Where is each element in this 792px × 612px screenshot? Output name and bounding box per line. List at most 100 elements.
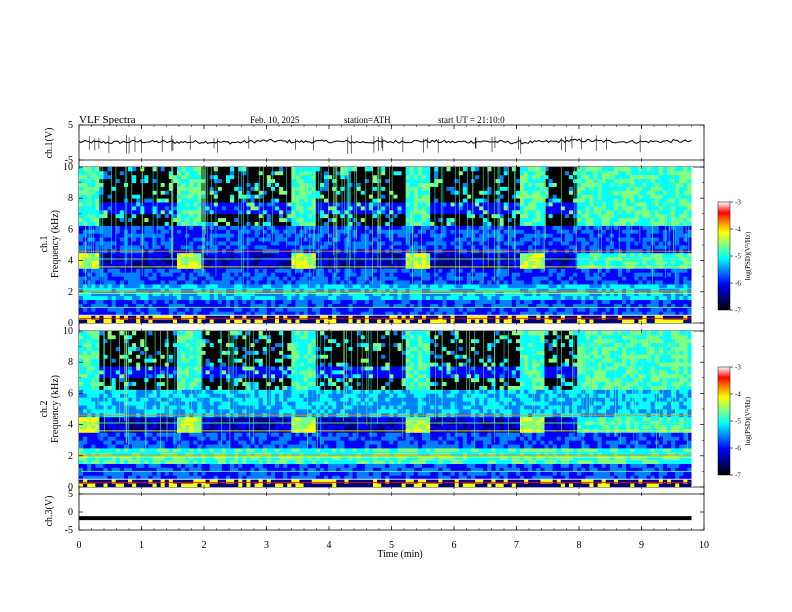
spectrogram-cell bbox=[475, 221, 480, 226]
spectrogram-cell bbox=[103, 280, 108, 285]
spectrogram-cell bbox=[499, 311, 505, 316]
spectrogram-cell bbox=[471, 260, 476, 265]
spectrogram-cell bbox=[91, 315, 96, 320]
spectrogram-cell bbox=[536, 315, 541, 320]
spectrogram-cell bbox=[491, 167, 496, 172]
spectrogram-cell bbox=[405, 303, 411, 308]
spectrogram-cell bbox=[328, 280, 333, 285]
spectrogram-cell bbox=[430, 202, 435, 207]
spectrogram-cell bbox=[422, 260, 427, 265]
spectrogram-cell bbox=[164, 221, 170, 226]
spectrogram-cell bbox=[262, 217, 268, 222]
spectrogram-cell bbox=[479, 198, 484, 203]
spectrogram-cell bbox=[422, 295, 427, 300]
spectrogram-cell bbox=[160, 186, 166, 191]
spectrogram-cell bbox=[515, 167, 521, 172]
spectrogram-cell bbox=[201, 287, 206, 293]
spectrogram-cell bbox=[189, 194, 194, 199]
spectrogram-cell bbox=[324, 315, 329, 320]
spectrogram-cell bbox=[466, 190, 472, 195]
spectrogram-cell bbox=[556, 268, 562, 273]
spectrogram-cell bbox=[230, 295, 235, 300]
spectrogram-cell bbox=[479, 174, 484, 180]
spectrogram-cell bbox=[548, 291, 554, 297]
spectrogram-cell bbox=[103, 170, 108, 176]
spectrogram-cell bbox=[344, 198, 349, 203]
spectrogram-cell bbox=[564, 276, 570, 281]
spectrogram-cell bbox=[401, 311, 407, 316]
spectrogram-cell bbox=[287, 245, 292, 250]
spectrogram-cell bbox=[581, 233, 586, 238]
spectrogram-cell bbox=[128, 284, 133, 289]
spectrogram-cell bbox=[91, 311, 96, 316]
spectrogram-cell bbox=[483, 213, 488, 219]
spectrogram-cell bbox=[95, 311, 100, 316]
spectrogram-cell bbox=[217, 167, 223, 172]
spectrogram-cell bbox=[144, 174, 149, 180]
spectrogram-cell bbox=[458, 202, 464, 207]
spectrogram-cell bbox=[291, 233, 296, 238]
spectrogram-cell bbox=[209, 174, 215, 180]
spectrogram-cell bbox=[226, 295, 231, 300]
spectrogram-cell bbox=[381, 287, 386, 293]
spectrogram-cell bbox=[238, 225, 243, 230]
spectrogram-cell bbox=[185, 170, 190, 176]
spectrogram-cell bbox=[250, 280, 255, 285]
spectrogram-cell bbox=[577, 276, 582, 281]
spectrogram-cell bbox=[532, 311, 537, 316]
spectrogram-cell bbox=[128, 194, 133, 199]
spectrogram-cell bbox=[450, 287, 456, 293]
spectrogram-cell bbox=[389, 178, 394, 183]
spectrogram-cell bbox=[511, 284, 517, 289]
spectrogram-cell bbox=[360, 295, 366, 300]
spectrogram-cell bbox=[503, 213, 509, 219]
spectrogram-cell bbox=[458, 303, 464, 308]
spectrogram-cell bbox=[230, 209, 235, 215]
spectrogram-cell bbox=[266, 268, 272, 273]
spectrogram-cell bbox=[336, 268, 341, 273]
spectrogram-cell bbox=[438, 276, 443, 281]
spectrogram-cell bbox=[270, 213, 276, 219]
spectrogram-cell bbox=[364, 229, 370, 234]
spectrogram-cell bbox=[115, 252, 121, 258]
spectrogram-cell bbox=[311, 299, 317, 304]
spectrogram-cell bbox=[442, 190, 447, 195]
spectrogram-cell bbox=[213, 319, 219, 323]
spectrogram-cell bbox=[581, 229, 586, 234]
spectrogram-cell bbox=[417, 209, 423, 215]
spectrogram-cell bbox=[246, 245, 251, 250]
spectrogram-cell bbox=[581, 178, 586, 183]
spectrogram-cell bbox=[217, 209, 223, 215]
spectrogram-cell bbox=[532, 167, 537, 172]
spectrogram-cell bbox=[585, 284, 590, 289]
spectrogram-cell bbox=[95, 233, 100, 238]
spectrogram-cell bbox=[377, 315, 382, 320]
spectrogram-cell bbox=[201, 295, 206, 300]
spectrogram-cell bbox=[471, 280, 476, 285]
spectrogram-cell bbox=[344, 276, 349, 281]
spectrogram-cell bbox=[528, 280, 533, 285]
spectrogram-cell bbox=[205, 319, 211, 323]
spectrogram-cell bbox=[540, 303, 545, 308]
spectrogram-cell bbox=[466, 182, 472, 187]
spectrogram-cell bbox=[164, 198, 170, 203]
spectrogram-cell bbox=[364, 174, 370, 180]
spectrogram-cell bbox=[458, 221, 464, 226]
spectrogram-cell bbox=[393, 291, 398, 297]
spectrogram-cell bbox=[573, 178, 578, 183]
spectrogram-cell bbox=[299, 307, 304, 312]
spectrogram-cell bbox=[185, 303, 190, 308]
spectrogram-cell bbox=[438, 182, 443, 187]
spectrogram-cell bbox=[503, 241, 509, 246]
spectrogram-cell bbox=[111, 221, 117, 226]
spectrogram-cell bbox=[295, 217, 300, 222]
spectrogram-cell bbox=[344, 319, 349, 323]
spectrogram-cell bbox=[270, 186, 276, 191]
spectrogram-cell bbox=[573, 284, 578, 289]
spectrogram-cell bbox=[205, 272, 211, 277]
spectrogram-cell bbox=[356, 319, 362, 323]
spectrogram-cell bbox=[283, 241, 288, 246]
spectrogram-cell bbox=[479, 260, 484, 265]
spectrogram-cell bbox=[111, 303, 117, 308]
spectrogram-cell bbox=[356, 167, 362, 172]
